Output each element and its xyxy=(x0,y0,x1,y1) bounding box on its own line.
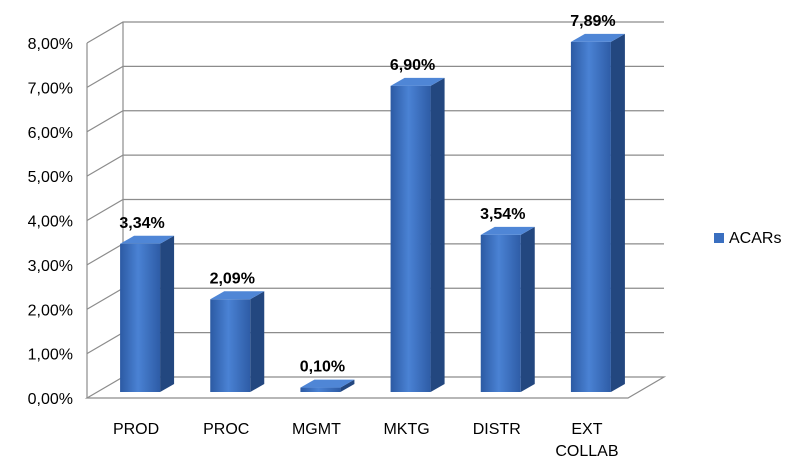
legend-label: ACARs xyxy=(729,230,781,247)
data-labels: 3,34% 2,09% 0,10% 6,90% 3,54% 7,89% xyxy=(119,13,615,376)
x-axis-category-labels: PROD PROC MGMT MKTG DISTR EXT COLLAB xyxy=(113,421,619,460)
legend: ACARs xyxy=(714,230,781,247)
data-label: 0,10% xyxy=(300,359,345,376)
bars xyxy=(120,33,625,392)
gridline xyxy=(86,110,664,133)
y-axis-tick-labels: 0,00% 1,00% 2,00% 3,00% 4,00% 5,00% 6,00% 7,00%… xyxy=(28,36,73,408)
bar-side xyxy=(340,379,355,392)
bar-front xyxy=(390,85,431,392)
bar-side xyxy=(520,226,535,392)
bar-top xyxy=(210,291,265,300)
y-tick-label: 4,00% xyxy=(28,214,73,231)
bar xyxy=(480,226,535,392)
y-tick-label: 1,00% xyxy=(28,347,73,364)
bar-front xyxy=(480,234,521,392)
bar-side xyxy=(250,291,265,392)
bar-top xyxy=(480,226,535,235)
data-label: 2,09% xyxy=(210,270,255,287)
data-label: 7,89% xyxy=(570,13,615,30)
x-tick-label: DISTR xyxy=(473,421,521,438)
gridline xyxy=(86,154,664,177)
data-label: 3,34% xyxy=(119,215,164,232)
bar xyxy=(300,379,355,392)
y-tick-label: 7,00% xyxy=(28,80,73,97)
bar-front xyxy=(300,387,341,392)
gridline xyxy=(86,198,664,222)
bar-front xyxy=(210,299,251,392)
bar-top xyxy=(120,235,175,244)
bar-side xyxy=(610,33,625,392)
x-tick-label: MGMT xyxy=(292,421,341,438)
x-tick-label: PROC xyxy=(203,421,249,438)
bar-front xyxy=(120,243,161,392)
data-label: 3,54% xyxy=(480,206,525,223)
y-tick-label: 0,00% xyxy=(28,391,73,408)
y-tick-label: 8,00% xyxy=(28,36,73,53)
bar xyxy=(390,77,445,392)
bar-side xyxy=(160,235,175,392)
bar-top xyxy=(390,77,445,86)
y-tick-label: 6,00% xyxy=(28,125,73,142)
y-tick-label: 2,00% xyxy=(28,302,73,319)
bar-top xyxy=(570,33,625,42)
bar xyxy=(570,33,625,392)
bar xyxy=(210,291,265,392)
bar-side xyxy=(430,77,445,392)
bar-top xyxy=(300,379,355,388)
floor xyxy=(84,376,667,399)
data-label: 6,90% xyxy=(390,57,435,74)
x-tick-label: EXT xyxy=(571,421,602,438)
bar xyxy=(120,235,175,392)
legend-swatch xyxy=(714,233,724,243)
bar-front xyxy=(570,41,611,392)
gridline xyxy=(86,65,664,88)
x-tick-label: MKTG xyxy=(383,421,429,438)
gridline xyxy=(86,21,664,44)
y-tick-label: 5,00% xyxy=(28,169,73,186)
x-tick-label: COLLAB xyxy=(555,443,618,460)
x-tick-label: PROD xyxy=(113,421,159,438)
y-tick-label: 3,00% xyxy=(28,258,73,275)
